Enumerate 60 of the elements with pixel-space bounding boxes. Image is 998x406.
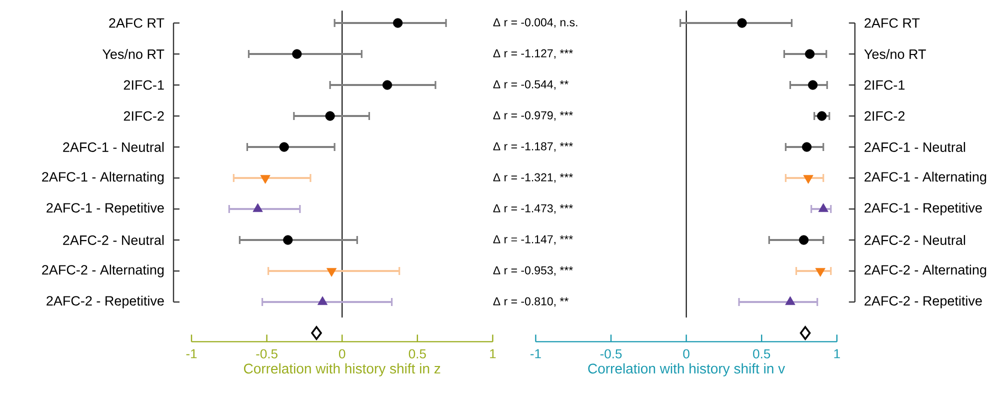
point bbox=[802, 142, 812, 152]
annotation: Δ r = -1.147, *** bbox=[493, 235, 573, 245]
point bbox=[737, 18, 747, 28]
point bbox=[279, 142, 289, 152]
y-tick-label: 2AFC-1 - Neutral bbox=[63, 142, 164, 152]
x-tick-label: 0 bbox=[338, 349, 346, 358]
point bbox=[785, 296, 796, 306]
annotation: Δ r = -0.544, ** bbox=[493, 80, 568, 90]
y-tick-label: 2AFC RT bbox=[864, 18, 920, 28]
point bbox=[311, 326, 322, 340]
annotation: Δ r = -1.127, *** bbox=[493, 49, 573, 59]
y-tick-label: 2AFC-1 - Alternating bbox=[864, 172, 986, 184]
y-tick-label: 2AFC-1 - Neutral bbox=[864, 142, 966, 152]
y-tick-label: 2AFC-2 - Neutral bbox=[63, 235, 164, 245]
x-tick-label: -1 bbox=[530, 349, 541, 358]
x-tick-label: 0.5 bbox=[408, 349, 426, 358]
point bbox=[382, 80, 392, 90]
point bbox=[818, 203, 828, 212]
annotation: Δ r = -0.004, n.s. bbox=[493, 18, 578, 28]
x-tick-label: 0.5 bbox=[753, 349, 770, 358]
point bbox=[808, 80, 818, 90]
point bbox=[817, 111, 827, 121]
x-tick-label: -0.5 bbox=[256, 349, 278, 358]
x-tick-label: 0 bbox=[683, 349, 690, 358]
y-tick-label: 2IFC-1 bbox=[124, 80, 164, 90]
annotation: Δ r = -1.321, *** bbox=[493, 173, 573, 183]
y-tick-label: 2AFC-2 - Alternating bbox=[42, 264, 164, 278]
y-tick-label: 2AFC-2 - Alternating bbox=[864, 264, 986, 278]
point bbox=[292, 49, 302, 59]
point bbox=[317, 296, 328, 306]
annotation: Δ r = -1.187, *** bbox=[493, 142, 573, 152]
y-tick-label: 2AFC-1 - Alternating bbox=[42, 172, 164, 184]
point bbox=[283, 235, 293, 245]
y-tick-label: 2IFC-1 bbox=[864, 80, 905, 90]
point bbox=[804, 49, 815, 59]
y-tick-label: 2AFC-2 - Repetitive bbox=[864, 296, 982, 308]
annotation: Δ r = -0.979, *** bbox=[493, 111, 573, 121]
y-tick-label: 2AFC RT bbox=[109, 18, 164, 28]
x-tick-label: 1 bbox=[834, 349, 840, 358]
point bbox=[325, 111, 335, 121]
annotation: Δ r = -0.810, ** bbox=[493, 297, 568, 307]
annotation: Δ r = -0.953, *** bbox=[493, 266, 573, 276]
y-tick-label: 2IFC-2 bbox=[124, 111, 164, 121]
y-tick-label: 2AFC-2 - Repetitive bbox=[46, 296, 164, 308]
y-tick-label: 2IFC-2 bbox=[864, 111, 905, 121]
point bbox=[800, 326, 811, 340]
y-tick-label: Yes/no RT bbox=[102, 49, 164, 59]
x-axis-title: Correlation with history shift in z bbox=[244, 363, 440, 376]
x-axis-title: Correlation with history shift in v bbox=[588, 363, 786, 376]
y-tick-label: Yes/no RT bbox=[864, 49, 926, 59]
y-tick-label: 2AFC-1 - Repetitive bbox=[46, 202, 164, 216]
x-tick-label: -1 bbox=[186, 349, 197, 358]
y-tick-label: 2AFC-2 - Neutral bbox=[864, 235, 966, 245]
point bbox=[393, 18, 403, 28]
point bbox=[798, 235, 809, 245]
y-tick-label: 2AFC-1 - Repetitive bbox=[864, 202, 982, 216]
x-tick-label: 1 bbox=[490, 349, 496, 358]
x-tick-label: -0.5 bbox=[600, 349, 622, 358]
point bbox=[252, 203, 263, 212]
annotation: Δ r = -1.473, *** bbox=[493, 204, 573, 214]
